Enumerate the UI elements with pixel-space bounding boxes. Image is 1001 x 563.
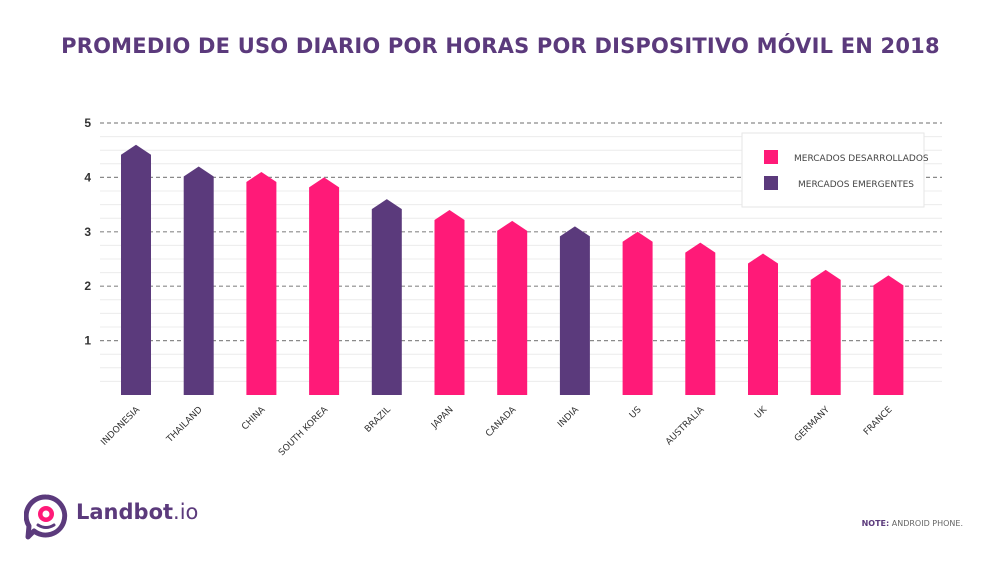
x-tick-label: AUSTRALIA <box>664 404 707 447</box>
bar-uk <box>748 253 778 395</box>
legend-label-developed: MERCADOS DESARROLLADOS <box>794 154 929 164</box>
legend-swatch-developed <box>764 150 778 164</box>
x-tick-label: BRAZIL <box>363 405 393 435</box>
bar-canada <box>497 220 528 395</box>
x-tick-label: US <box>628 405 644 421</box>
legend-swatch-emerging <box>764 176 778 190</box>
x-tick-label: INDIA <box>556 404 581 429</box>
bar-brazil <box>371 199 402 395</box>
bar-germany <box>810 269 841 395</box>
x-tick-label: THAILAND <box>164 405 204 445</box>
bar-thailand <box>183 166 214 395</box>
bar-france <box>873 275 904 395</box>
chart-title: PROMEDIO DE USO DIARIO POR HORAS POR DIS… <box>61 34 940 58</box>
y-tick-label: 4 <box>84 170 91 184</box>
bar-japan <box>434 210 465 395</box>
x-tick-label: UK <box>753 404 770 421</box>
x-tick-label: GERMANY <box>793 405 832 444</box>
y-tick-label: 3 <box>84 225 91 239</box>
bars <box>121 144 904 395</box>
bar-indonesia <box>121 144 151 395</box>
bar-us <box>622 231 653 395</box>
y-tick-label: 2 <box>84 279 91 293</box>
brand-name: Landbot.io <box>76 500 198 524</box>
brand-name-main: Landbot <box>76 500 174 524</box>
legend-box <box>741 132 925 208</box>
brand-name-suffix: .io <box>173 500 199 524</box>
x-tick-label: CHINA <box>240 404 268 432</box>
y-tick-label: 5 <box>84 116 91 130</box>
bar-australia <box>685 242 716 395</box>
legend-label-emerging: MERCADOS EMERGENTES <box>798 180 914 190</box>
legend: MERCADOS DESARROLLADOS MERCADOS EMERGENT… <box>741 132 929 208</box>
bar-south-korea <box>309 177 340 395</box>
x-tick-label: SOUTH KOREA <box>277 404 331 458</box>
x-tick-label: CANADA <box>484 404 519 439</box>
x-tick-label: FRANCE <box>862 405 895 438</box>
x-tick-label: JAPAN <box>429 405 455 431</box>
chat-bubble-eye-logo-icon <box>24 494 68 540</box>
footnote: NOTE: ANDROID PHONE. <box>862 519 963 528</box>
x-tick-label: INDONESIA <box>99 404 142 447</box>
y-tick-label: 1 <box>84 334 91 348</box>
y-axis-ticks: 1 2 3 4 5 <box>84 116 91 348</box>
x-axis-labels: INDONESIA THAILAND CHINA SOUTH KOREA BRAZIL J… <box>99 404 894 458</box>
bar-china <box>246 171 277 395</box>
footnote-label: NOTE: <box>861 519 890 528</box>
landbot-logo[interactable]: Landbot.io <box>24 494 198 544</box>
footnote-text: ANDROID PHONE. <box>889 519 963 528</box>
bar-india <box>559 226 590 395</box>
